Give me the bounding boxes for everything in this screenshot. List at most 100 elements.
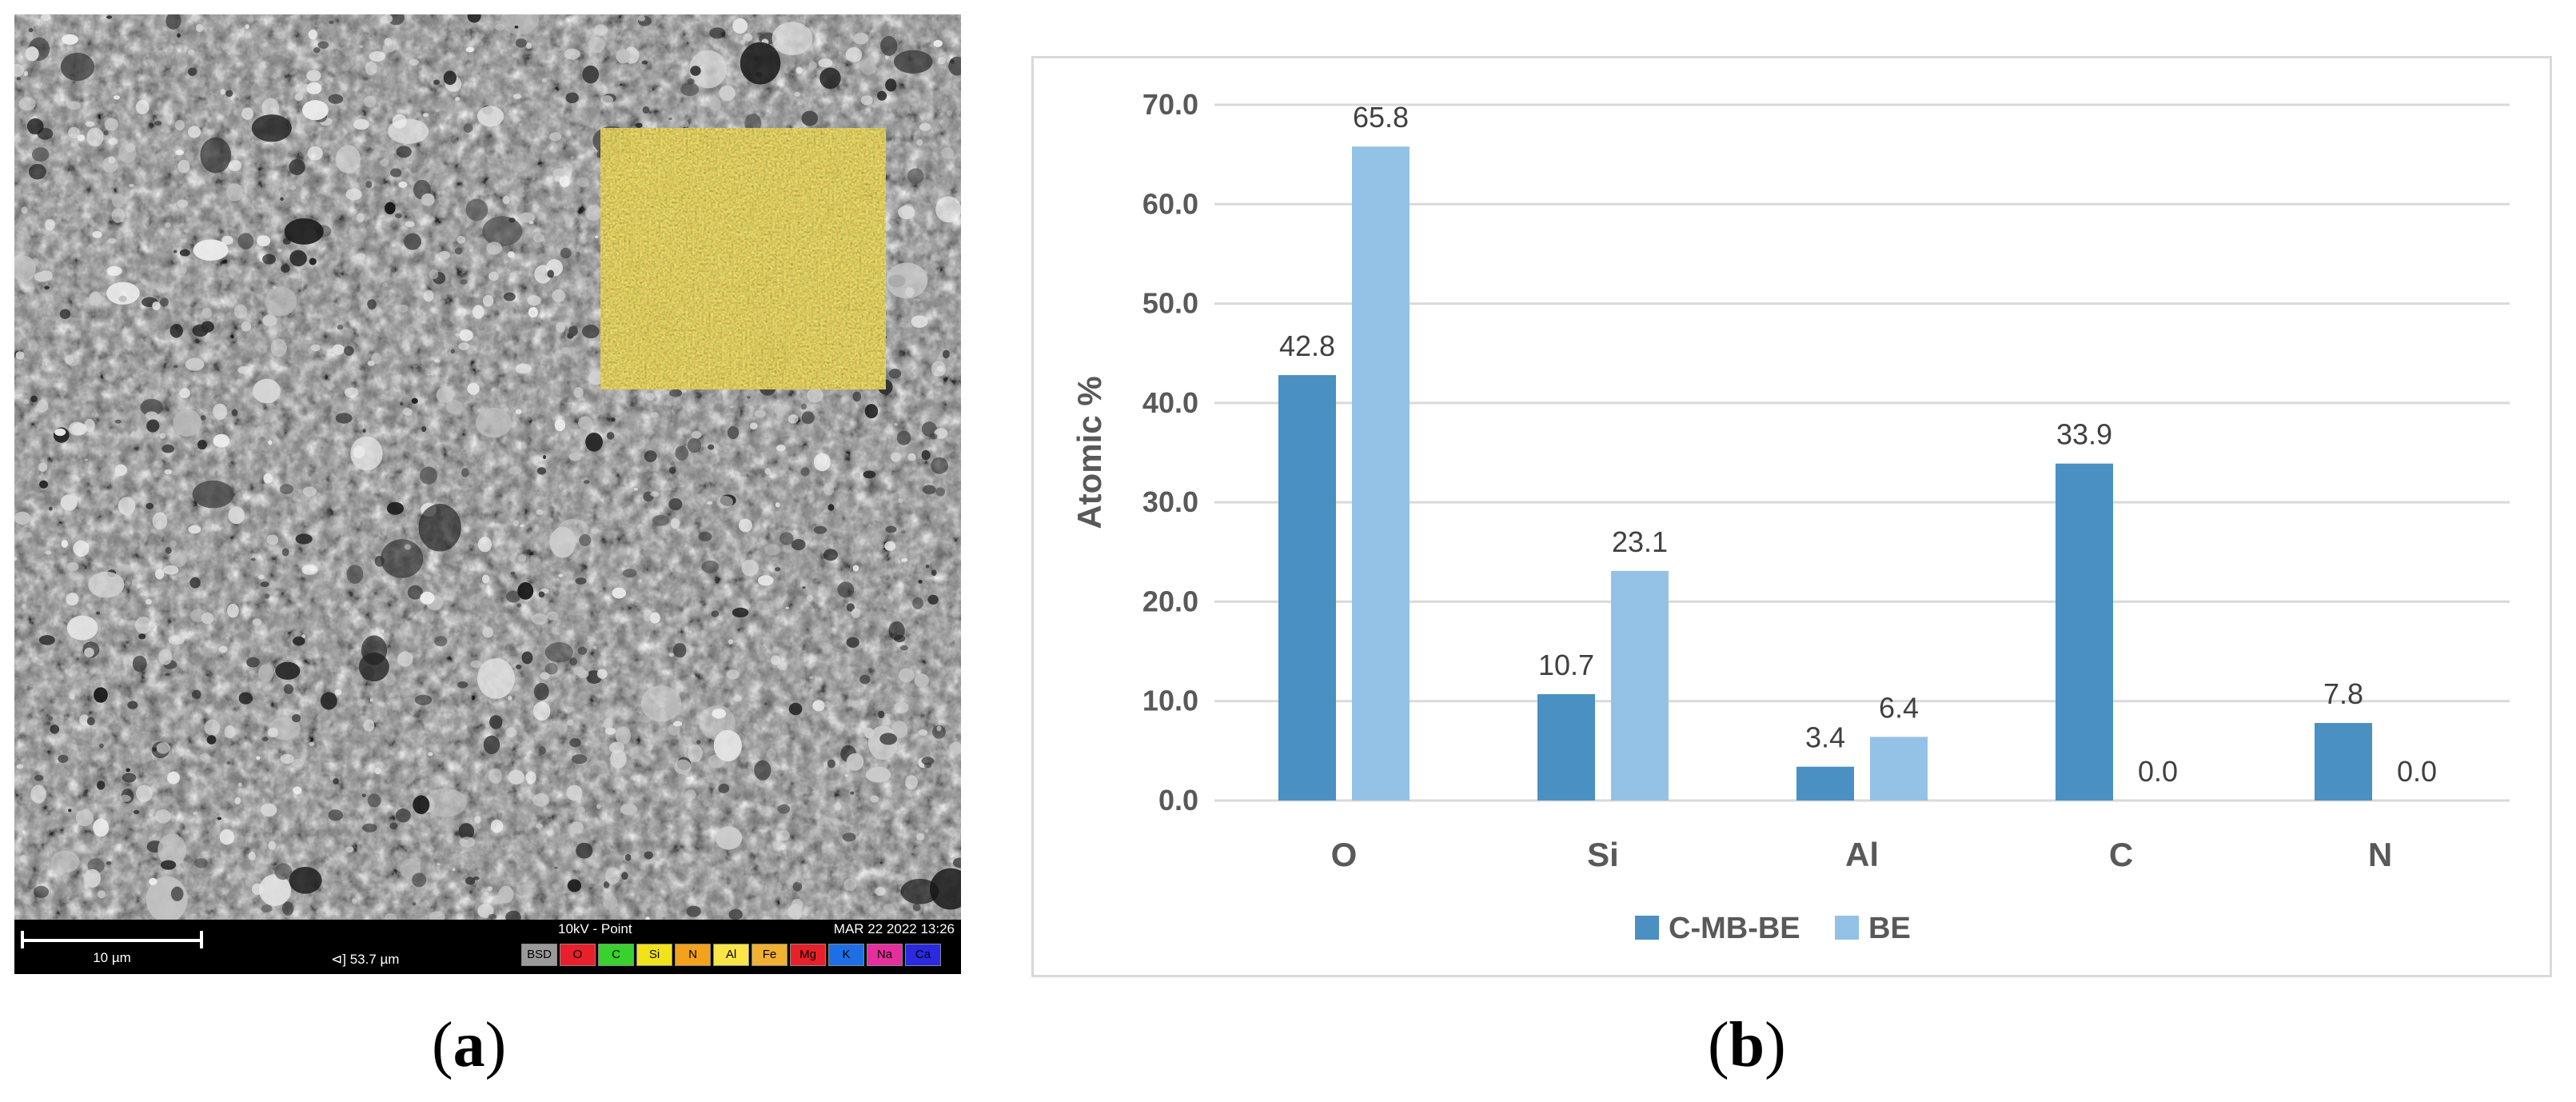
grain-light <box>455 333 461 337</box>
grain-light <box>549 526 576 558</box>
grain-dark <box>746 396 751 399</box>
grain-dark <box>687 437 702 453</box>
grain-dark <box>686 905 701 917</box>
grain-dark <box>404 233 421 250</box>
grain-light <box>50 850 80 873</box>
grain-light <box>163 565 179 575</box>
grain-dark <box>418 504 461 552</box>
grain-light <box>85 121 95 127</box>
grain-light <box>470 660 483 669</box>
grain-light <box>14 511 31 525</box>
grain-light <box>16 764 24 769</box>
grain-dark <box>483 735 500 755</box>
grain-dark <box>505 590 520 603</box>
grain-light <box>18 97 36 111</box>
grain-light <box>919 122 931 131</box>
grain-light <box>344 387 359 398</box>
grain-dark <box>893 50 933 74</box>
grain-dark <box>329 20 334 25</box>
grain-dark <box>460 279 468 285</box>
grain-light <box>134 616 152 634</box>
grain-light <box>14 63 25 77</box>
x-tick-label: Si <box>1587 836 1619 873</box>
grain-light <box>465 46 474 53</box>
grain-light <box>764 468 771 475</box>
grain-light <box>117 178 122 182</box>
data-label: 65.8 <box>1353 101 1409 134</box>
grain-light <box>257 235 271 247</box>
grain-light <box>595 235 599 238</box>
grain-light <box>512 94 521 99</box>
grain-dark <box>295 533 313 545</box>
grain-dark <box>577 646 588 655</box>
grain-light <box>458 342 470 351</box>
grain-light <box>732 18 748 34</box>
grain-light <box>380 158 389 167</box>
grain-light <box>270 338 287 357</box>
grain-dark <box>200 137 232 174</box>
grain-light <box>633 487 639 491</box>
grain-light <box>179 266 187 275</box>
grain-dark <box>707 444 715 450</box>
grain-light <box>564 48 580 60</box>
grain-light <box>301 634 306 639</box>
bar-c-mb-be-n <box>2315 723 2372 801</box>
grain-light <box>45 550 52 555</box>
grain-dark <box>510 571 516 576</box>
grain-dark <box>690 66 701 76</box>
grain-light <box>464 445 469 450</box>
grain-light <box>766 748 776 761</box>
grain-light <box>175 150 185 156</box>
grain-light <box>592 30 597 34</box>
grain-light <box>556 321 566 333</box>
grain-dark <box>275 661 301 681</box>
grain-light <box>918 729 928 736</box>
grain-dark <box>367 299 377 309</box>
grain-light <box>733 695 742 702</box>
element-chip: N <box>675 944 711 966</box>
grain-dark <box>465 198 488 222</box>
grain-dark <box>337 324 344 330</box>
grain-dark <box>251 114 292 142</box>
grain-light <box>309 741 315 747</box>
grain-dark <box>925 564 930 569</box>
grain-light <box>397 651 413 667</box>
data-label: 3.4 <box>1805 721 1845 754</box>
grain-dark <box>827 504 835 511</box>
grain-light <box>225 183 243 202</box>
element-chip: BSD <box>521 944 557 966</box>
grain-light <box>262 314 277 326</box>
x-tick-label: Al <box>1845 836 1879 873</box>
grain-light <box>22 604 27 609</box>
grain-dark <box>407 585 424 600</box>
grain-light <box>482 294 494 307</box>
grain-dark <box>754 760 772 781</box>
grain-dark <box>932 725 946 739</box>
grain-light <box>905 800 912 807</box>
grain-light <box>428 752 433 757</box>
grain-dark <box>644 851 653 860</box>
grain-dark <box>328 809 343 821</box>
grain-light <box>68 421 86 436</box>
grain-light <box>554 418 566 432</box>
grain-light <box>19 854 27 862</box>
grain-dark <box>47 716 54 721</box>
grain-dark <box>28 28 34 33</box>
grain-dark <box>929 868 961 910</box>
grain-light <box>280 753 294 765</box>
grain-light <box>79 714 90 726</box>
grain-light <box>220 89 225 95</box>
grain-light <box>891 452 901 462</box>
grain-light <box>404 544 411 550</box>
grain-dark <box>585 432 603 452</box>
grain-light <box>691 430 702 439</box>
grain-light <box>645 916 650 920</box>
grain-light <box>469 249 473 253</box>
grain-light <box>534 265 552 284</box>
grain-dark <box>701 560 719 573</box>
grain-light <box>306 70 321 82</box>
grain-dark <box>395 809 411 823</box>
grain-dark <box>283 684 293 695</box>
grain-light <box>500 423 507 429</box>
grain-dark <box>194 858 208 868</box>
